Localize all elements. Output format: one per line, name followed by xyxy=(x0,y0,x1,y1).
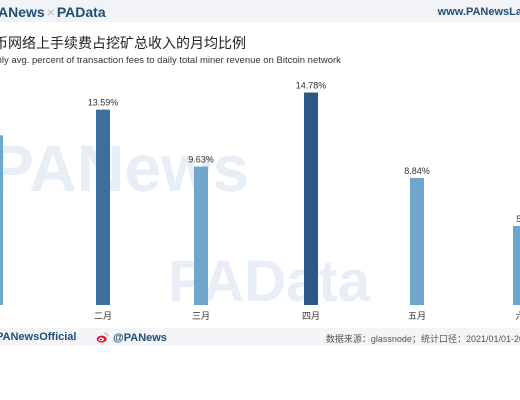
bar-1 xyxy=(96,109,110,305)
bar-0 xyxy=(0,135,3,305)
bar-4 xyxy=(410,177,424,305)
brand-left: ANews xyxy=(0,4,45,20)
chart-subtitle: thly avg. percent of transaction fees to… xyxy=(0,55,341,66)
value-label-4: 8.84% xyxy=(404,166,430,176)
bar-5 xyxy=(513,225,520,305)
weibo-icon xyxy=(96,332,109,343)
footer-source: 数据来源：glassnode；统计口径：2021/01/01-20 xyxy=(325,334,520,344)
brand-separator: × xyxy=(46,4,55,20)
x-tick-label-4: 五月 xyxy=(408,311,426,321)
chart-frame: ANews × PAData www.PANewsLa 币网络上手续费占挖矿总收入的… xyxy=(0,0,520,346)
bar-3 xyxy=(304,92,318,305)
x-tick-label-0: 月 xyxy=(0,311,1,321)
footer-weibo-handle: @PANews xyxy=(113,331,167,344)
site-url[interactable]: www.PANewsLa xyxy=(437,6,520,18)
footer-official: PANewsOfficial xyxy=(0,331,77,343)
chart-title: 币网络上手续费占挖矿总收入的月均比例 xyxy=(0,35,246,51)
bar-chart: %13.59%9.63%14.78%8.84%5. 月二月三月四月五月六 xyxy=(0,81,520,321)
x-tick-label-2: 三月 xyxy=(192,311,210,321)
bar-2 xyxy=(194,166,208,305)
value-labels-layer: %13.59%9.63%14.78%8.84%5. xyxy=(0,81,520,224)
value-label-2: 9.63% xyxy=(188,155,214,165)
x-tick-label-5: 六 xyxy=(515,310,520,321)
footer-weibo: @PANews xyxy=(96,331,167,344)
value-label-5: 5. xyxy=(516,214,520,224)
brand-right: PAData xyxy=(56,4,106,20)
footer-bar: PANewsOfficial @PANews 数据来源：glassnode；统计… xyxy=(0,328,520,346)
value-label-3: 14.78% xyxy=(296,81,327,91)
x-tick-label-1: 二月 xyxy=(94,311,112,321)
x-tick-label-3: 四月 xyxy=(302,311,320,321)
brand-logo: ANews × PAData xyxy=(0,4,106,20)
x-axis-ticks-layer: 月 二月 三月 四月 五月 六 xyxy=(0,310,520,321)
value-label-1: 13.59% xyxy=(88,98,119,108)
header-bar: ANews × PAData www.PANewsLa xyxy=(0,0,520,22)
bars-layer xyxy=(0,92,520,305)
